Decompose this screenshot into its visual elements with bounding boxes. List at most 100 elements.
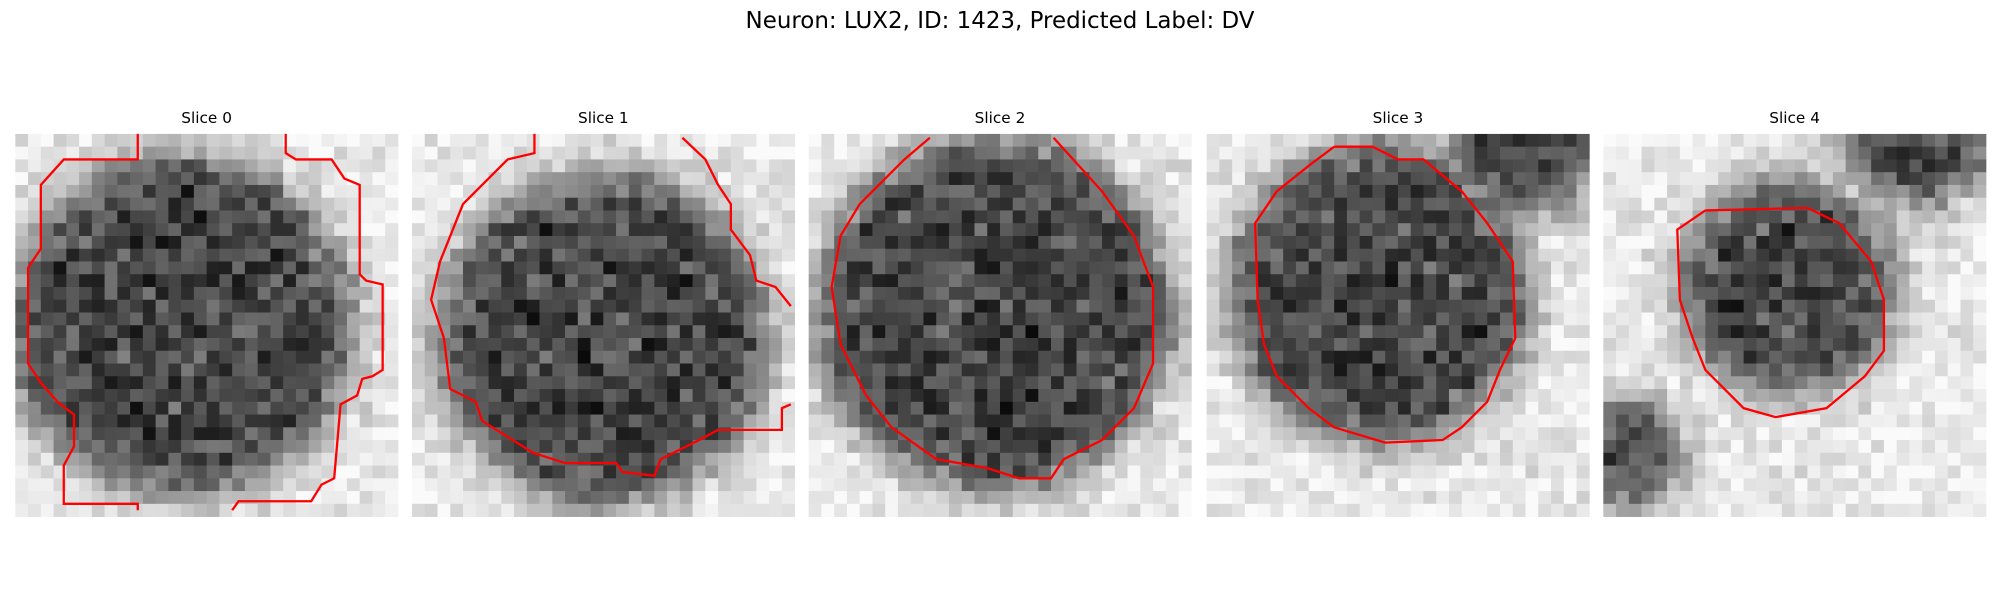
pixel xyxy=(308,184,322,199)
pixel xyxy=(526,223,540,237)
pixel xyxy=(628,325,642,339)
pixel xyxy=(590,184,604,199)
pixel xyxy=(1334,184,1348,199)
pixel xyxy=(961,146,975,160)
pixel xyxy=(1127,146,1141,160)
pixel xyxy=(974,172,988,186)
pixel xyxy=(346,235,361,250)
pixel xyxy=(667,235,681,250)
pixel xyxy=(1063,350,1077,364)
pixel xyxy=(1641,478,1655,492)
pixel xyxy=(1474,350,1488,364)
pixel xyxy=(1820,338,1834,352)
pixel xyxy=(1140,478,1154,492)
pixel xyxy=(359,325,373,339)
pixel xyxy=(1794,325,1808,339)
pixel xyxy=(1820,389,1834,403)
pixel xyxy=(232,210,246,224)
pixel xyxy=(1244,452,1259,466)
pixel xyxy=(654,478,668,492)
pixel xyxy=(1628,414,1642,428)
pixel xyxy=(1641,312,1655,326)
pixel xyxy=(1063,286,1077,301)
pixel xyxy=(1321,172,1335,186)
pixel xyxy=(859,452,873,466)
pixel xyxy=(206,350,220,364)
pixel xyxy=(936,274,950,288)
pixel xyxy=(1667,172,1681,186)
pixel xyxy=(206,325,220,339)
pixel xyxy=(1730,133,1745,148)
pixel xyxy=(1244,478,1259,492)
pixel xyxy=(1628,478,1642,492)
pixel xyxy=(897,172,912,186)
pixel xyxy=(1512,210,1526,224)
pixel xyxy=(1909,376,1923,390)
pixel xyxy=(168,491,182,505)
pixel xyxy=(910,274,924,288)
pixel xyxy=(79,363,93,377)
pixel xyxy=(1063,465,1077,479)
pixel xyxy=(437,401,451,415)
pixel xyxy=(897,401,912,415)
pixel xyxy=(1219,172,1233,186)
pixel xyxy=(1308,286,1322,301)
pixel xyxy=(232,146,246,160)
pixel xyxy=(1346,261,1361,275)
pixel xyxy=(1871,503,1885,517)
pixel xyxy=(1410,223,1424,237)
pixel xyxy=(79,503,93,517)
pixel xyxy=(1000,427,1014,441)
pixel xyxy=(1641,261,1655,275)
pixel xyxy=(603,235,617,250)
pixel xyxy=(181,503,195,517)
pixel xyxy=(79,299,93,313)
pixel xyxy=(1628,146,1642,160)
pixel xyxy=(28,223,42,237)
pixel xyxy=(283,235,297,250)
pixel xyxy=(232,338,246,352)
pixel xyxy=(1038,299,1052,313)
pixel xyxy=(1781,376,1796,390)
pixel xyxy=(283,261,297,275)
pixel xyxy=(1372,465,1386,479)
pixel xyxy=(1654,184,1668,199)
pixel xyxy=(40,440,54,454)
pixel xyxy=(565,172,579,186)
pixel xyxy=(1448,503,1463,517)
pixel xyxy=(1114,261,1128,275)
pixel xyxy=(730,350,745,364)
pixel xyxy=(1436,452,1450,466)
pixel xyxy=(424,261,438,275)
pixel xyxy=(577,223,591,237)
pixel xyxy=(1448,478,1463,492)
pixel xyxy=(616,401,630,415)
pixel xyxy=(1654,146,1668,160)
pixel xyxy=(1321,427,1335,441)
pixel xyxy=(168,172,182,186)
pixel xyxy=(28,338,42,352)
pixel xyxy=(1896,440,1910,454)
pixel xyxy=(424,414,438,428)
pixel xyxy=(1359,146,1373,160)
pixel xyxy=(730,363,745,377)
pixel xyxy=(206,299,220,313)
pixel xyxy=(1679,491,1693,505)
pixel xyxy=(730,184,745,199)
pixel xyxy=(346,210,361,224)
pixel xyxy=(1641,159,1655,173)
pixel xyxy=(232,414,246,428)
pixel xyxy=(1794,210,1808,224)
pixel xyxy=(1871,197,1885,211)
pixel xyxy=(910,248,924,262)
pixel xyxy=(1308,452,1322,466)
pixel xyxy=(565,414,579,428)
pixel xyxy=(1705,223,1719,237)
pixel xyxy=(475,184,489,199)
pixel xyxy=(155,376,169,390)
pixel xyxy=(181,248,195,262)
pixel xyxy=(1667,465,1681,479)
pixel xyxy=(539,146,553,160)
pixel xyxy=(308,146,322,160)
pixel xyxy=(1359,376,1373,390)
